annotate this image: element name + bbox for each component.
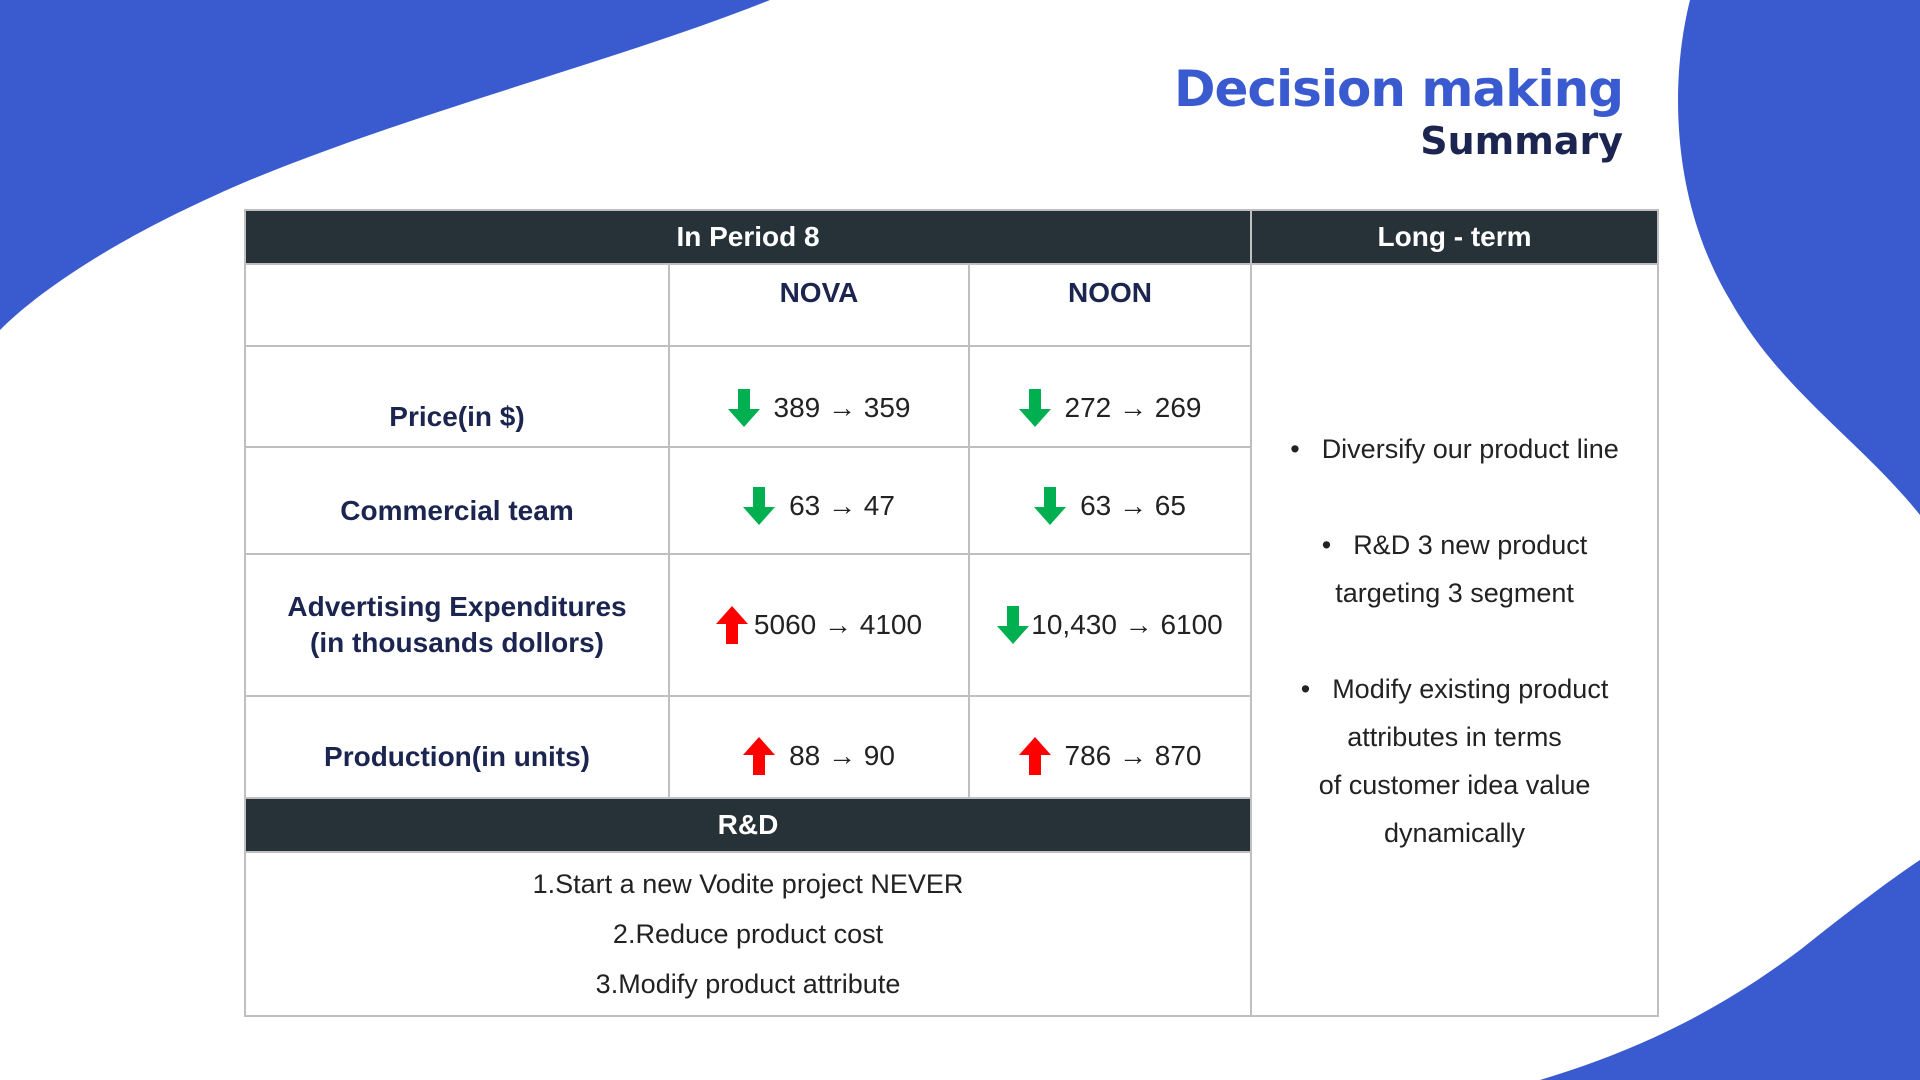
longterm-cell: • Diversify our product line • R&D 3 new p… (1250, 263, 1660, 1017)
longterm-item-line: targeting 3 segment (1335, 578, 1574, 608)
longterm-item-line: Modify existing product (1332, 674, 1609, 704)
noon-value-cell: 272 → 269 (967, 345, 1253, 448)
green-down-arrow-icon (997, 606, 1030, 644)
page-subtitle: Summary (1420, 119, 1623, 163)
nova-value-cell: 88 → 90 (668, 695, 970, 799)
longterm-item-line: dynamically (1384, 818, 1526, 848)
empty-corner-cell (244, 263, 670, 347)
table-row: Commercial team 63 → 47 63 → 65 (244, 446, 1658, 555)
longterm-item: • R&D 3 new product targeting 3 segment (1252, 521, 1657, 617)
table-row: Advertising Expenditures (in thousands d… (244, 553, 1658, 697)
noon-value-cell: 10,430 → 6100 (967, 553, 1253, 697)
period-header: In Period 8 (243, 209, 1253, 265)
noon-value-cell: 63 → 65 (967, 446, 1253, 555)
longterm-item-line: Diversify our product line (1321, 434, 1619, 464)
bottom-right-blob (1540, 860, 1920, 1080)
row-label: Price(in $) (244, 345, 670, 448)
right-blob (1678, 0, 1920, 515)
title-block: Decision making Summary (1173, 60, 1624, 166)
green-down-arrow-icon (1034, 486, 1067, 525)
rd-item: 1.Start a new Vodite project NEVER (532, 869, 964, 899)
rd-header: R&D (243, 797, 1253, 853)
product-header-nova: NOVA (668, 263, 970, 347)
summary-table: In Period 8 Long - term NOVA NOON • Diver… (243, 209, 1660, 1017)
longterm-item-line: R&D 3 new product (1353, 530, 1588, 560)
table-row: Price(in $) 389 → 359 272 → 269 (244, 345, 1658, 448)
product-header-noon: NOON (967, 263, 1253, 347)
nova-value-cell: 389 → 359 (668, 345, 970, 448)
nova-value-cell: 5060 → 4100 (668, 553, 970, 697)
rd-item: 3.Modify product attribute (595, 969, 901, 999)
row-label: Advertising Expenditures (in thousands d… (244, 553, 670, 697)
row-label: Production(in units) (244, 695, 670, 799)
nova-value-cell: 63 → 47 (668, 446, 970, 555)
longterm-item: • Diversify our product line (1290, 434, 1619, 464)
rd-list: 1.Start a new Vodite project NEVER 2.Red… (243, 851, 1253, 1017)
row-label: Commercial team (244, 446, 670, 555)
red-up-arrow-icon (715, 606, 748, 644)
table-row: Production(in units) 88 → 90 786 → 870 (244, 695, 1658, 799)
red-up-arrow-icon (743, 737, 776, 775)
top-left-blob (0, 0, 770, 330)
page-title: Decision making (1173, 60, 1624, 118)
green-down-arrow-icon (727, 388, 760, 427)
rd-item: 2.Reduce product cost (612, 919, 884, 949)
longterm-header: Long - term (1250, 209, 1660, 265)
red-up-arrow-icon (1018, 737, 1051, 775)
noon-value-cell: 786 → 870 (967, 695, 1253, 799)
green-down-arrow-icon (743, 486, 776, 525)
longterm-item-line: of customer idea value (1318, 770, 1591, 800)
longterm-item-line: attributes in terms (1347, 722, 1562, 752)
green-down-arrow-icon (1018, 388, 1051, 427)
longterm-item: • Modify existing product attributes in t… (1252, 665, 1657, 857)
